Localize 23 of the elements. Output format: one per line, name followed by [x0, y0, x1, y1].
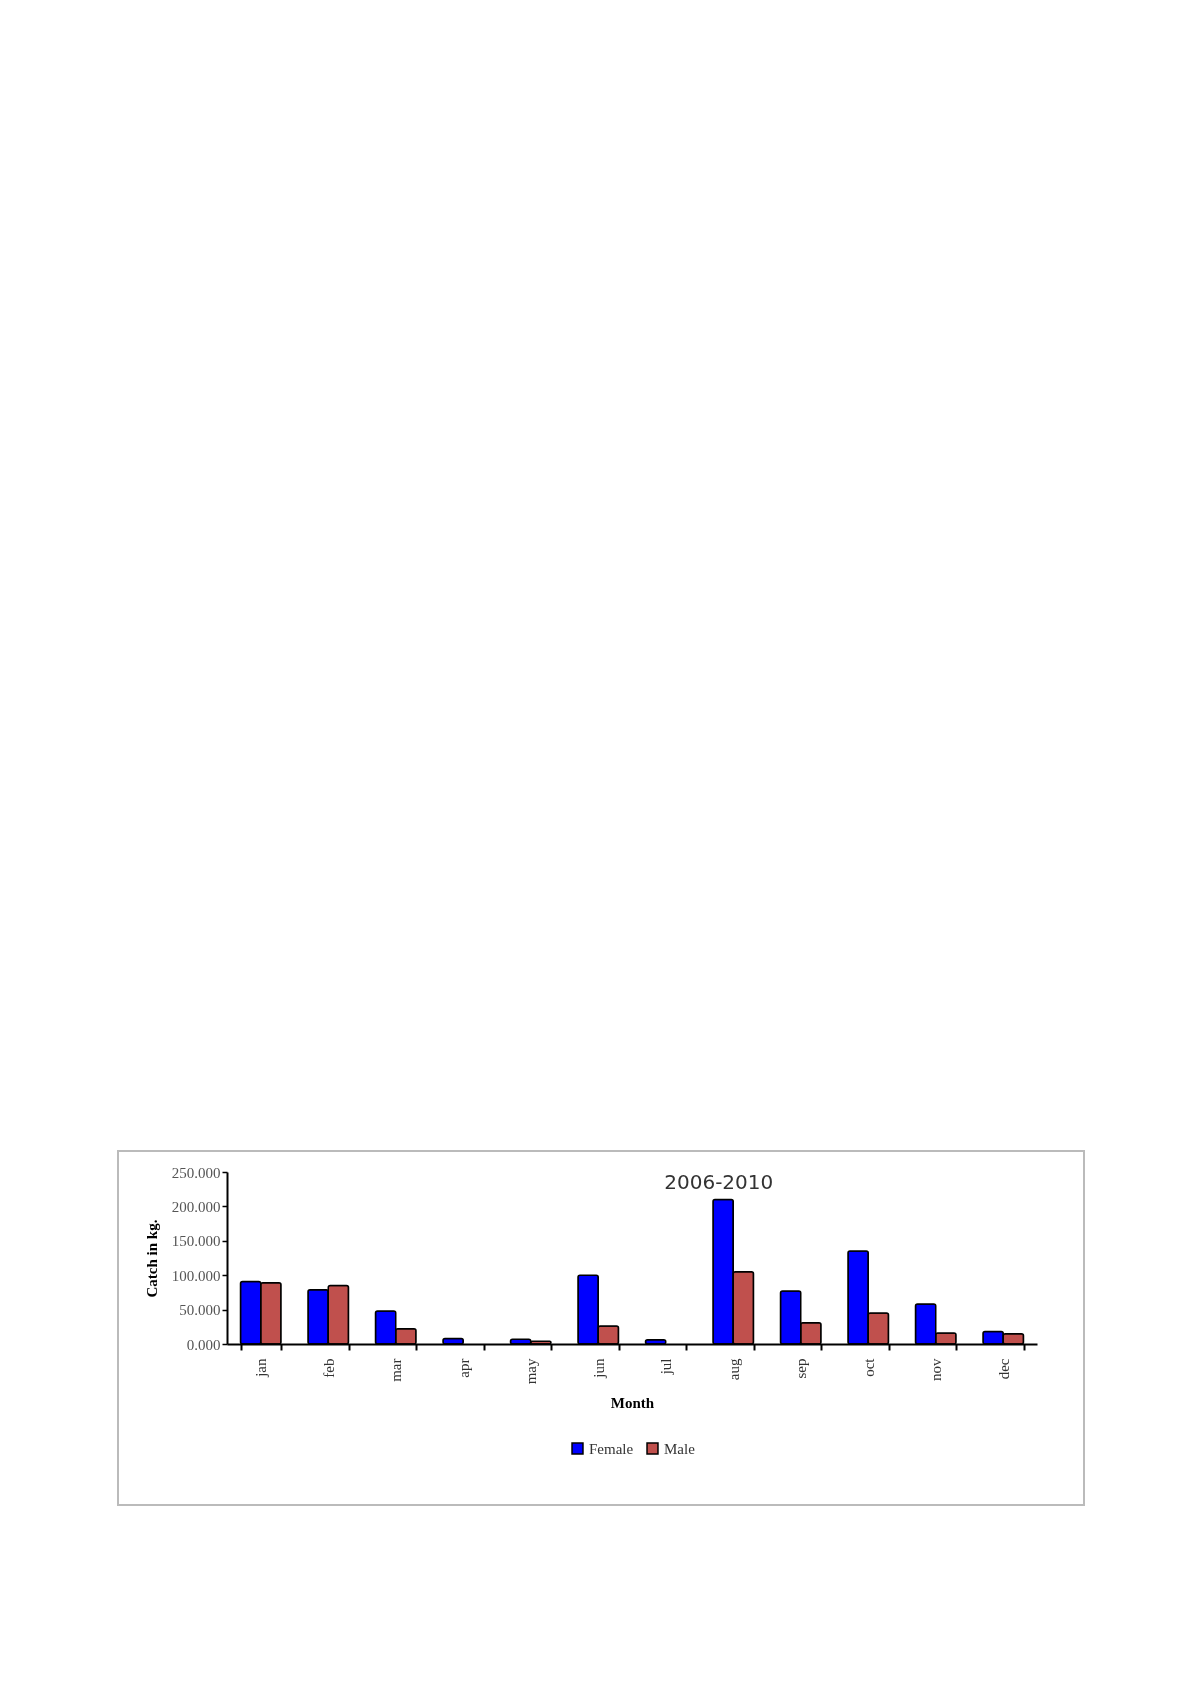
x-tick-label: dec [995, 1358, 1012, 1380]
y-tick-label: 200.000 [171, 1198, 221, 1215]
x-tick-label: jan [253, 1358, 270, 1378]
x-tick-label: feb [320, 1358, 337, 1378]
legend-label: Male [664, 1440, 696, 1457]
y-tick-label: 150.000 [171, 1233, 221, 1250]
chart-title: 2006-2010 [664, 1170, 774, 1194]
x-tick-label: jun [590, 1358, 607, 1379]
x-tick-label: aug [725, 1358, 742, 1381]
y-axis-title: Catch in kg. [143, 1219, 160, 1298]
x-axis-title: Month [610, 1395, 655, 1412]
x-tick-label: nov [928, 1358, 945, 1381]
x-tick-label: oct [860, 1357, 877, 1377]
x-tick-label: sep [793, 1358, 810, 1379]
y-tick-label: 0.000 [186, 1336, 221, 1353]
y-tick-label: 100.000 [171, 1267, 221, 1284]
x-tick-label: may [523, 1358, 540, 1385]
y-tick-label: 50.000 [179, 1302, 221, 1319]
legend-label: Female [589, 1440, 634, 1457]
x-tick-label: apr [455, 1358, 472, 1378]
x-tick-label: jul [658, 1358, 675, 1376]
y-tick-label: 250.000 [171, 1164, 221, 1181]
x-tick-label: mar [388, 1358, 405, 1382]
